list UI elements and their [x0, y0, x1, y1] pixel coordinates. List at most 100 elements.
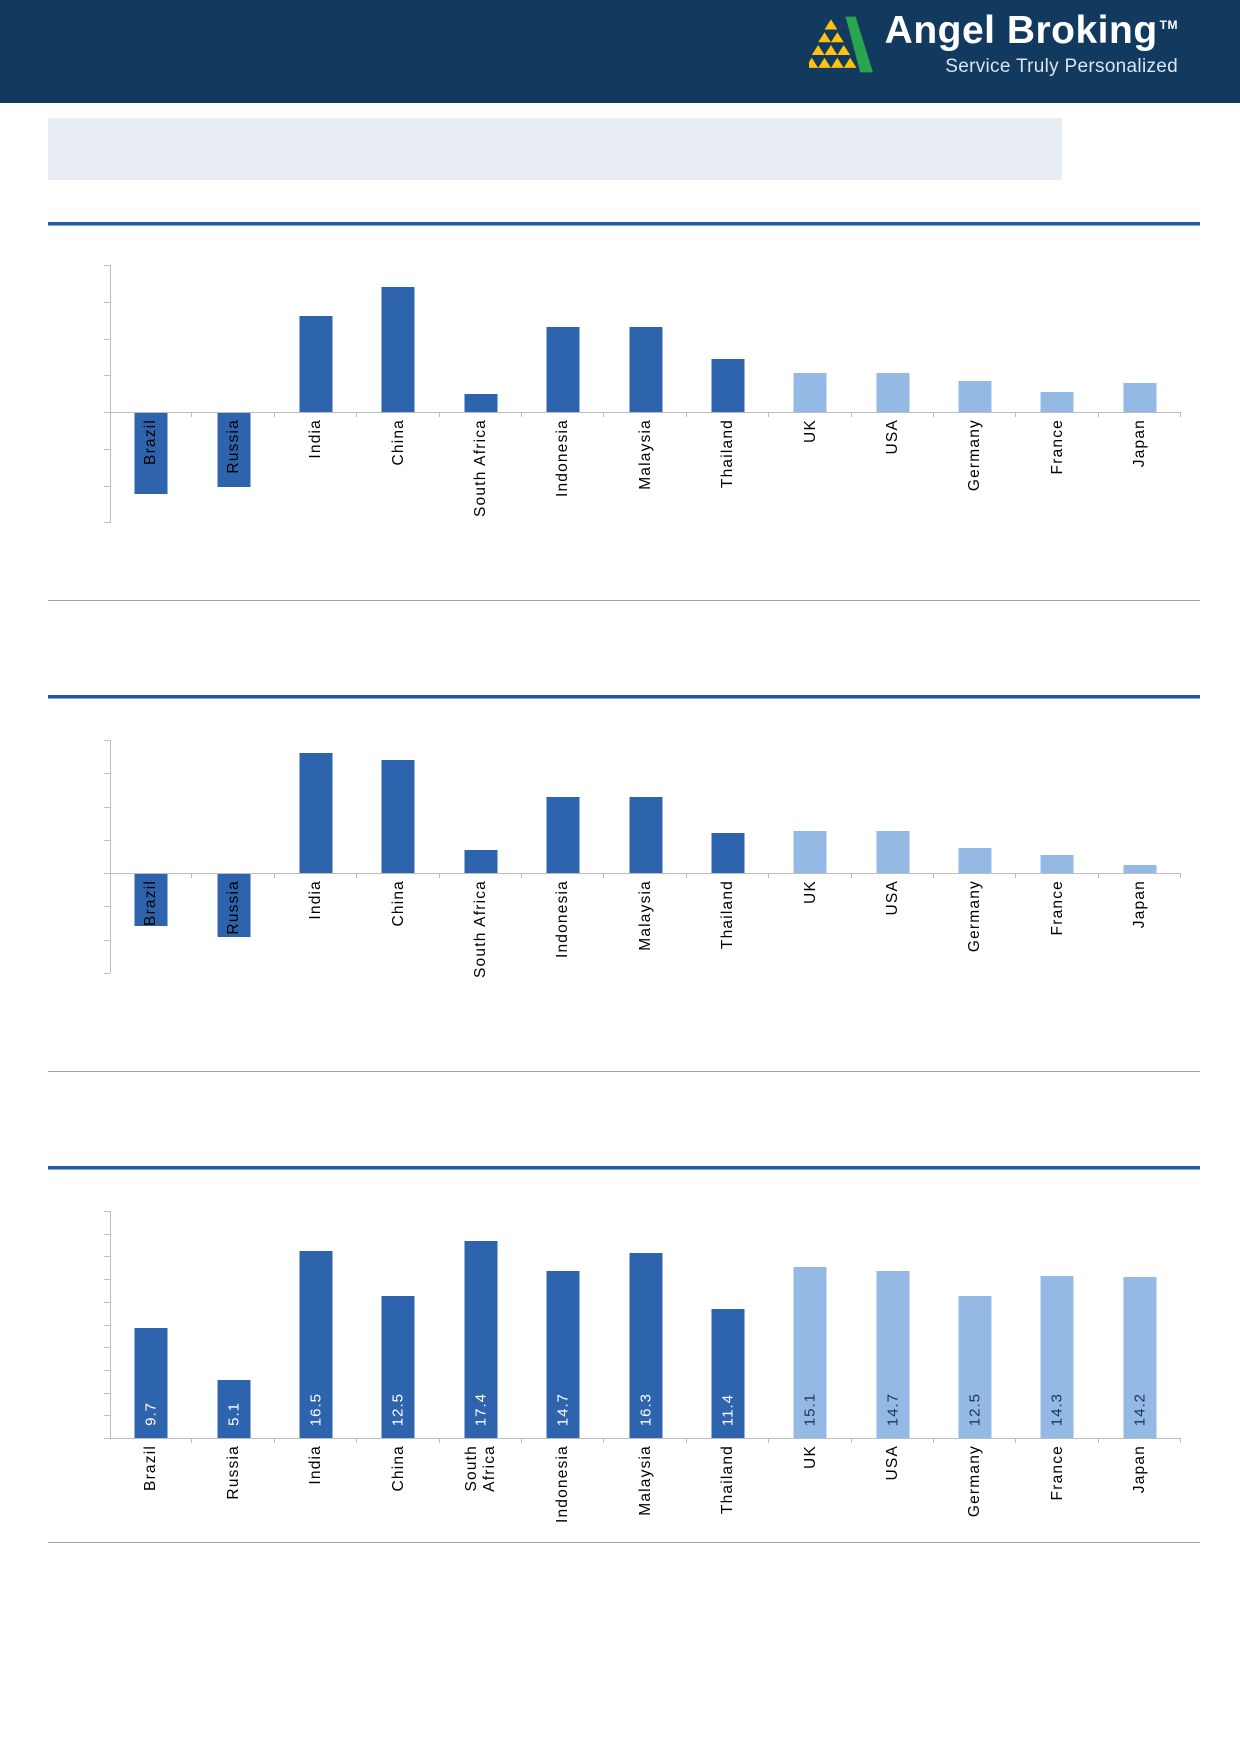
bar-usa [876, 1271, 910, 1438]
category-label-text: Brazil [142, 1445, 160, 1491]
category-label-text: Japan [1131, 1445, 1149, 1494]
category-label-text: Indonesia [554, 419, 572, 498]
category-label-text: France [1048, 880, 1066, 936]
x-axis-tick [768, 873, 770, 878]
bar-brazil [134, 413, 168, 494]
category-label-germany: Germany [934, 1445, 1016, 1540]
y-axis [110, 265, 111, 523]
category-label-india: India [275, 419, 357, 589]
bar-india [299, 316, 333, 412]
chart-2-title-rule [48, 695, 1200, 699]
x-axis-tick [1015, 1438, 1017, 1443]
value-label-russia: 5.1 [225, 1402, 243, 1426]
x-axis-tick [603, 873, 605, 878]
y-axis [110, 1211, 111, 1438]
bar-chart-2: Brazil Russia India China South Africa Indone… [104, 740, 1182, 978]
bar-russia [217, 413, 251, 487]
category-label-usa: USA [852, 880, 934, 1050]
category-label-malaysia: Malaysia [604, 1445, 686, 1540]
y-axis-tick [104, 485, 110, 487]
x-axis-tick [191, 1438, 193, 1443]
y-axis [110, 740, 111, 973]
category-label-text: India [307, 419, 325, 459]
category-slot-uk [769, 740, 852, 973]
category-label-text: France [1048, 419, 1066, 475]
x-axis-tick [1097, 873, 1099, 878]
x-axis [110, 412, 1181, 413]
value-label-china: 12.5 [389, 1392, 407, 1426]
x-axis-tick [356, 1438, 358, 1443]
category-label-text: Malaysia [636, 1445, 654, 1516]
category-label-france: France [1016, 419, 1098, 589]
y-axis-tick [104, 338, 110, 340]
x-axis-tick [932, 412, 934, 417]
category-slot-russia [192, 740, 275, 973]
bar-malaysia [629, 327, 663, 412]
category-label-text: Thailand [719, 880, 737, 950]
bar-usa [876, 831, 910, 873]
value-label-thailand: 11.4 [719, 1393, 737, 1426]
bar-chart-3: 9.7 5.1 16.5 12.5 17.4 14.7 16.3 11.4 15.1 14.7 12… [104, 1211, 1182, 1523]
category-label-text: Russia [224, 1445, 242, 1500]
category-slot-brazil [110, 265, 193, 523]
category-label-germany: Germany [934, 419, 1016, 589]
category-slot-brazil: 9.7 [110, 1211, 193, 1443]
section-divider-3 [48, 1542, 1200, 1543]
category-label-text: India [307, 1445, 325, 1485]
x-axis [110, 873, 1181, 874]
category-label-text: Japan [1131, 419, 1149, 468]
y-axis-tick [104, 1301, 110, 1303]
category-label-china: China [357, 880, 439, 1050]
category-label-text: USA [883, 880, 901, 916]
category-slot-india [275, 740, 358, 973]
y-axis-tick [104, 301, 110, 303]
category-slot-japan [1099, 265, 1182, 523]
x-axis-tick [1097, 1438, 1099, 1443]
y-axis-tick [104, 1279, 110, 1281]
bar-uk [793, 373, 827, 412]
category-slot-thailand [687, 740, 770, 973]
value-label-malaysia: 16.3 [637, 1392, 655, 1426]
bar-uk [793, 1266, 827, 1438]
category-label-brazil: Brazil [110, 1445, 192, 1540]
category-label-text: Germany [966, 1445, 984, 1518]
category-slot-japan [1099, 740, 1182, 973]
bar-chart-1: Brazil Russia India China South Africa Indone… [104, 265, 1182, 524]
category-slot-brazil [110, 740, 193, 973]
category-slot-malaysia [604, 740, 687, 973]
x-axis-tick [685, 873, 687, 878]
category-label-south-africa: South Africa [440, 419, 522, 589]
bar-indonesia [546, 1271, 580, 1438]
page-header: Angel Broking TM Service Truly Personaliz… [0, 0, 1240, 103]
x-axis-tick [768, 412, 770, 417]
trademark-mark: TM [1159, 18, 1178, 32]
category-slot-china [357, 265, 440, 523]
category-label-text: Indonesia [554, 880, 572, 959]
category-label-thailand: Thailand [687, 419, 769, 589]
category-label-japan: Japan [1099, 880, 1181, 1050]
x-axis-tick [850, 873, 852, 878]
bar-usa [876, 373, 910, 412]
category-slot-usa [852, 265, 934, 523]
category-label-text: Russia [224, 880, 242, 935]
category-slot-germany [934, 265, 1017, 523]
category-label-text: France [1048, 1445, 1066, 1501]
x-axis-tick [603, 412, 605, 417]
bar-china [381, 1296, 415, 1438]
category-label-russia: Russia [192, 1445, 274, 1540]
value-label-india: 16.5 [307, 1392, 325, 1426]
x-axis-tick [273, 873, 275, 878]
category-label-text: Africa [481, 1445, 499, 1492]
y-axis-tick [104, 375, 110, 377]
blank-title-box [48, 118, 1062, 180]
category-slot-france [1016, 265, 1099, 523]
brand-tagline: Service Truly Personalized [945, 55, 1178, 77]
bar-south-africa [464, 1240, 498, 1438]
category-label-indonesia: Indonesia [522, 880, 604, 1050]
brand-block: Angel Broking TM Service Truly Personaliz… [808, 9, 1178, 78]
y-axis-tick [104, 265, 110, 266]
y-axis-tick [104, 740, 110, 741]
category-label-japan: Japan [1099, 419, 1181, 589]
category-slot-uk: 15.1 [769, 1211, 852, 1443]
category-label-thailand: Thailand [687, 880, 769, 1050]
